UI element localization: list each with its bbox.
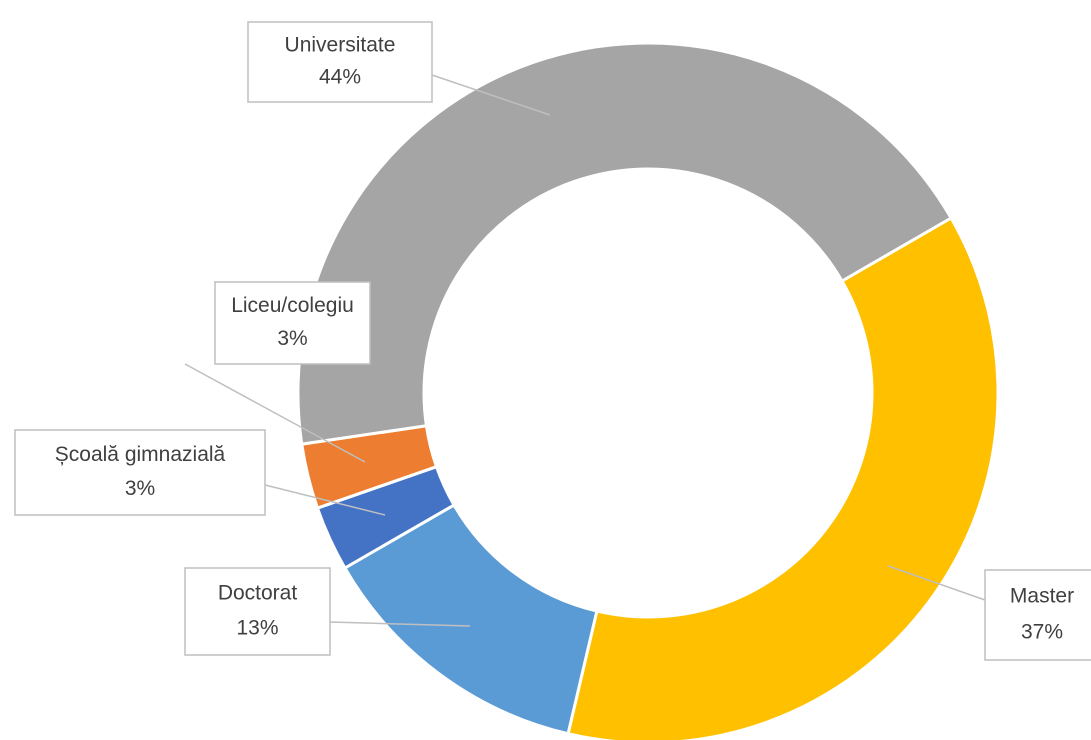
label-box bbox=[184, 567, 331, 656]
leader-line bbox=[431, 74, 551, 116]
category-label: Liceu/colegiu bbox=[231, 294, 354, 317]
donut-segment bbox=[566, 215, 1000, 740]
value-label: 3% bbox=[277, 327, 307, 350]
label-box bbox=[214, 281, 371, 365]
value-label: 13% bbox=[236, 616, 278, 639]
value-label: 44% bbox=[319, 66, 361, 89]
category-label: Master bbox=[1010, 585, 1074, 608]
category-label: Universitate bbox=[285, 34, 396, 57]
leader-line bbox=[329, 621, 471, 627]
leader-line bbox=[264, 484, 386, 516]
category-label: Doctorat bbox=[218, 582, 298, 605]
value-label: 37% bbox=[1021, 621, 1063, 644]
label-box bbox=[247, 21, 433, 103]
value-label: 3% bbox=[125, 477, 155, 500]
label-box bbox=[984, 569, 1091, 661]
donut-segment bbox=[296, 41, 954, 446]
leader-line bbox=[184, 363, 366, 463]
label-box bbox=[14, 429, 266, 516]
category-label: Școală gimnazială bbox=[55, 443, 226, 466]
leader-line bbox=[887, 565, 986, 601]
